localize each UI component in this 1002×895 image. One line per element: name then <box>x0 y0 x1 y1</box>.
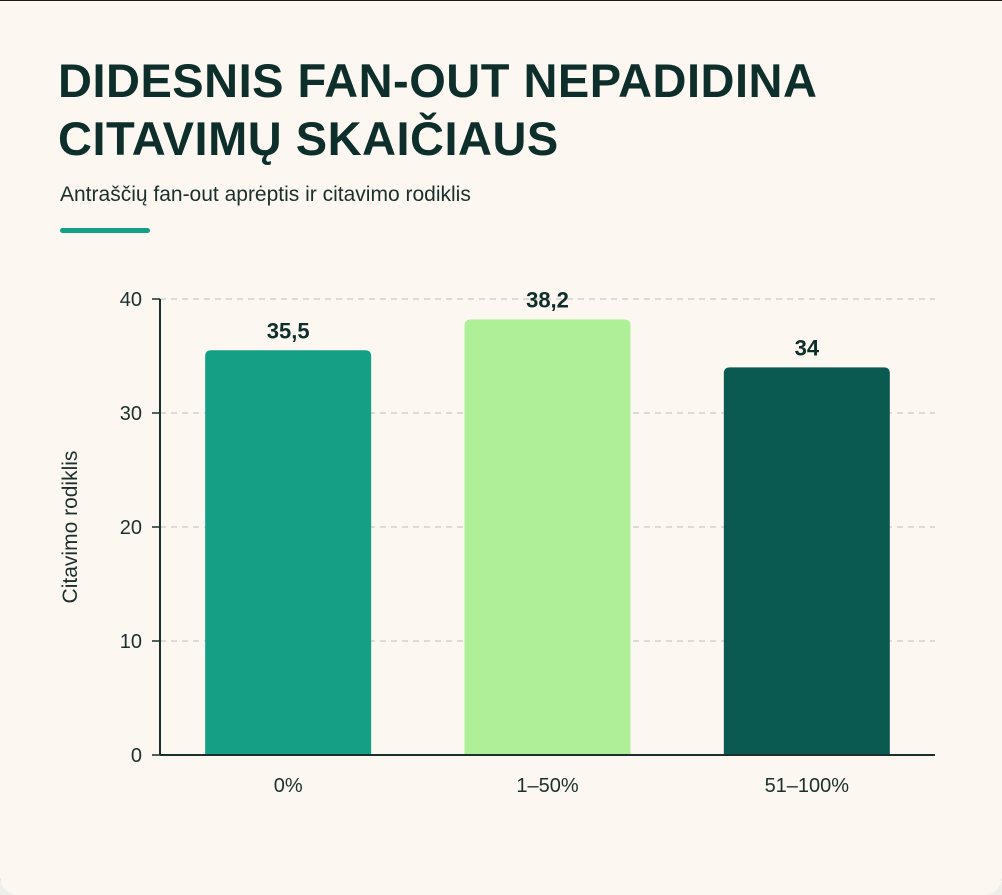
bar <box>464 319 631 755</box>
x-category-label: 0% <box>274 775 303 797</box>
y-tick-label: 30 <box>120 403 142 425</box>
y-tick-label: 40 <box>120 289 142 311</box>
chart-subtitle: Antraščių fan-out aprėptis ir citavimo r… <box>60 183 471 206</box>
x-category-label: 51–100% <box>765 775 850 797</box>
y-tick-label: 10 <box>120 631 142 653</box>
y-tick-label: 20 <box>120 517 142 539</box>
accent-underline <box>60 228 150 233</box>
bar-value-label: 34 <box>795 335 820 360</box>
x-category-label: 1–50% <box>516 775 578 797</box>
bars <box>205 319 890 755</box>
axes <box>152 298 935 756</box>
bar-value-label: 38,2 <box>526 288 569 313</box>
labels: 0 10 20 30 40 35,5 0% 38,2 1–50% 34 51–100% Citavim… <box>59 288 849 797</box>
y-tick-label: 0 <box>131 745 142 767</box>
chart-title: DIDESNIS FAN-OUT NEPADIDINA CITAVIMŲ SKA… <box>58 54 816 165</box>
bar-value-label: 35,5 <box>267 318 310 343</box>
bar <box>205 350 372 755</box>
y-axis-label: Citavimo rodiklis <box>59 451 82 604</box>
bar <box>723 367 890 755</box>
